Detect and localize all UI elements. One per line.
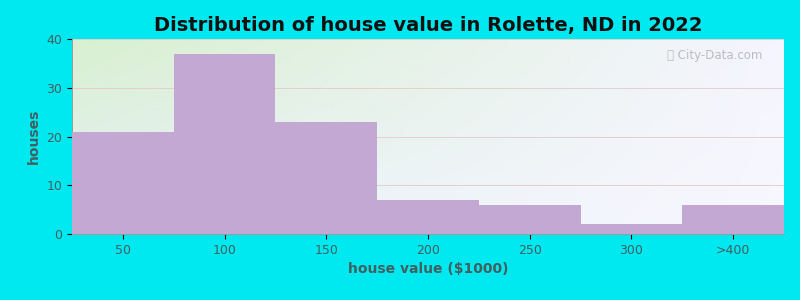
Title: Distribution of house value in Rolette, ND in 2022: Distribution of house value in Rolette, … [154,16,702,35]
Bar [682,205,784,234]
Bar [174,54,275,234]
X-axis label: house value ($1000): house value ($1000) [348,262,508,276]
Bar [72,132,174,234]
Bar [581,224,682,234]
Bar [479,205,581,234]
Bar [275,122,377,234]
Bar [377,200,479,234]
Y-axis label: houses: houses [27,109,41,164]
Text: ⓘ City-Data.com: ⓘ City-Data.com [667,49,762,62]
